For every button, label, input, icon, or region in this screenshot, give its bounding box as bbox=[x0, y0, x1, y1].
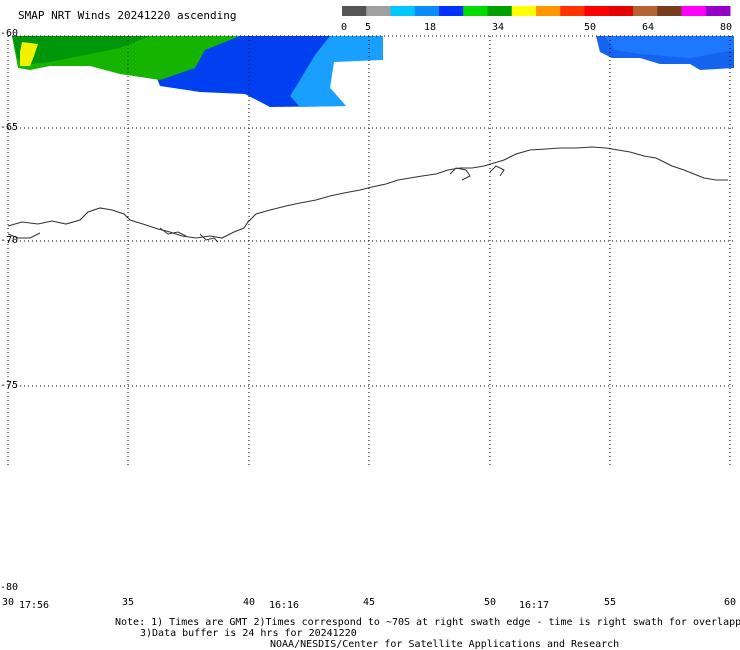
colorbar-segment bbox=[560, 6, 585, 16]
footnote-line-1: Note: 1) Times are GMT 2)Times correspon… bbox=[115, 617, 740, 628]
colorbar-segment bbox=[633, 6, 658, 16]
colorbar-tick-label: 50 bbox=[584, 22, 596, 33]
colorbar-segment bbox=[511, 6, 537, 16]
colorbar-segment bbox=[584, 6, 610, 16]
longitude-label: 35 bbox=[122, 597, 134, 608]
swath-darkgreen-left bbox=[12, 36, 150, 64]
colorbar-segment bbox=[705, 6, 731, 16]
latitude-label: -75 bbox=[0, 380, 18, 391]
latitude-label: -80 bbox=[0, 582, 18, 593]
colorbar-tick-label: 5 bbox=[365, 22, 371, 33]
colorbar-tick-label: 34 bbox=[492, 22, 504, 33]
footnote-credit: NOAA/NESDIS/Center for Satellite Applica… bbox=[270, 639, 620, 650]
swath-yellow-spot bbox=[20, 42, 38, 66]
wind-speed-colorbar: 0 5 18 34 50 64 80 bbox=[341, 6, 732, 33]
graticule bbox=[7, 35, 733, 465]
colorbar-segment bbox=[536, 6, 561, 16]
colorbar-segment bbox=[657, 6, 682, 16]
colorbar-tick-label: 80 bbox=[720, 22, 732, 33]
wind-swath-patches bbox=[12, 36, 734, 107]
colorbar-segment bbox=[390, 6, 416, 16]
latitude-label: -70 bbox=[0, 235, 18, 246]
colorbar-segment bbox=[608, 6, 634, 16]
latitude-label: -60 bbox=[0, 28, 18, 39]
colorbar-segment bbox=[463, 6, 488, 16]
swath-lightblue-edge bbox=[290, 36, 383, 107]
colorbar-tick-label: 64 bbox=[642, 22, 654, 33]
footnote-line-2: 3)Data buffer is 24 hrs for 20241220 bbox=[140, 628, 357, 639]
axis-labels: -60 -65 -70 -75 -80 30 35 40 45 50 55 60 17:56 16:16 1… bbox=[0, 28, 736, 611]
longitude-label: 45 bbox=[363, 597, 375, 608]
longitude-label: 30 bbox=[2, 597, 14, 608]
antarctic-coastline bbox=[7, 146, 728, 239]
swath-time-label: 16:16 bbox=[269, 600, 299, 611]
colorbar-tick-label: 18 bbox=[424, 22, 436, 33]
colorbar-tick-label: 0 bbox=[341, 22, 347, 33]
swath-blue-right-inner bbox=[604, 36, 734, 58]
longitude-label: 60 bbox=[724, 597, 736, 608]
latitude-label: -65 bbox=[0, 122, 18, 133]
longitude-label: 55 bbox=[604, 597, 616, 608]
colorbar-segment bbox=[487, 6, 513, 16]
longitude-label: 50 bbox=[484, 597, 496, 608]
colorbar-segment bbox=[681, 6, 707, 16]
swath-time-label: 17:56 bbox=[19, 600, 49, 611]
ice-shelf-outline bbox=[7, 165, 505, 243]
colorbar-segment bbox=[366, 6, 391, 16]
swath-time-label: 16:17 bbox=[519, 600, 549, 611]
longitude-label: 40 bbox=[243, 597, 255, 608]
map-title: SMAP NRT Winds 20241220 ascending bbox=[18, 9, 237, 22]
colorbar-segment bbox=[439, 6, 464, 16]
colorbar-segment bbox=[342, 6, 367, 16]
colorbar-segment bbox=[414, 6, 440, 16]
